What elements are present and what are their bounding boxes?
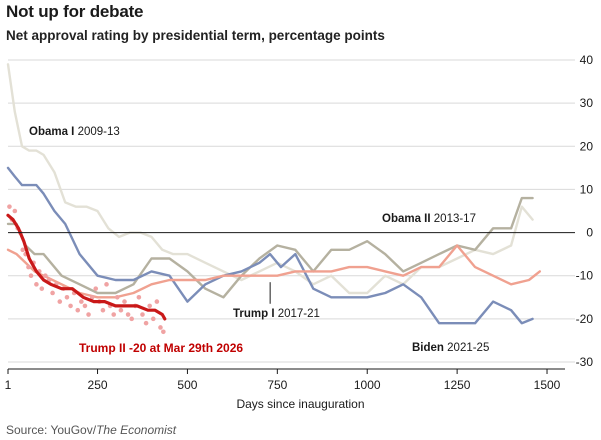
poll-dot: [122, 299, 127, 304]
poll-dot: [150, 316, 156, 322]
poll-dot: [129, 316, 134, 322]
poll-dot: [136, 294, 142, 300]
y-tick-label: 30: [580, 96, 594, 110]
x-tick-label: 1500: [534, 378, 561, 392]
y-tick-label: -20: [576, 312, 594, 326]
annotation-trump1: Trump I 2017-21: [233, 308, 320, 320]
poll-dot: [12, 208, 18, 214]
y-tick-label: 10: [580, 182, 594, 196]
poll-dot: [86, 312, 91, 317]
series-line-obama1: [6, 63, 534, 295]
poll-dot: [158, 325, 163, 330]
y-tick-label: 40: [580, 53, 594, 67]
source-publication: The Economist: [96, 423, 177, 437]
chart-subtitle: Net approval rating by presidential term…: [6, 28, 385, 43]
annotation-trump2: Trump II -20 at Mar 29th 2026: [79, 341, 243, 355]
poll-dot: [161, 329, 166, 335]
x-axis-label: Days since inauguration: [236, 397, 365, 411]
x-tick-label: 1: [5, 378, 12, 392]
poll-dot: [20, 247, 26, 253]
y-tick-label: -10: [576, 269, 594, 283]
source-note: Source: YouGov/The Economist: [6, 423, 176, 437]
poll-dot: [89, 294, 95, 300]
poll-dot: [111, 312, 117, 317]
x-tick-label: 1000: [354, 378, 381, 392]
poll-dot: [39, 286, 45, 291]
y-tick-label: 20: [580, 139, 594, 153]
chart-title: Not up for debate: [6, 2, 144, 21]
source-prefix: Source: YouGov/: [6, 423, 97, 437]
poll-dot: [79, 299, 84, 304]
series-line-obama2: [6, 196, 534, 299]
poll-dot: [115, 294, 120, 300]
poll-dot: [28, 273, 34, 279]
y-tick-label: 0: [586, 226, 593, 240]
x-tick-label: 1250: [444, 378, 471, 392]
poll-dot: [43, 273, 48, 279]
poll-dot: [100, 307, 106, 313]
x-tick-label: 250: [88, 378, 108, 392]
poll-dot: [140, 312, 145, 317]
poll-dot: [34, 282, 39, 287]
x-tick-label: 500: [177, 378, 197, 392]
poll-dot: [75, 307, 81, 313]
poll-dot: [154, 299, 160, 304]
poll-dot: [93, 286, 99, 291]
poll-dot: [147, 303, 152, 309]
x-tick-label: 750: [267, 378, 287, 392]
poll-dot: [64, 294, 70, 300]
annotation-biden: Biden 2021-25: [412, 342, 489, 354]
poll-dot: [50, 290, 55, 296]
poll-dot: [7, 204, 12, 209]
annotation-obama1: Obama I 2009-13: [29, 126, 120, 138]
poll-dot: [82, 303, 88, 309]
poll-dot: [125, 312, 131, 317]
series-line-biden: [6, 166, 534, 325]
series-line-trump2: [6, 213, 167, 321]
poll-dot: [104, 282, 109, 287]
poll-dot: [118, 307, 124, 313]
poll-dot: [68, 303, 73, 309]
poll-dot: [26, 264, 31, 270]
poll-dot: [57, 299, 63, 304]
annotation-obama2: Obama II 2013-17: [382, 213, 476, 225]
poll-dot: [143, 320, 149, 326]
y-tick-label: -30: [576, 355, 594, 369]
